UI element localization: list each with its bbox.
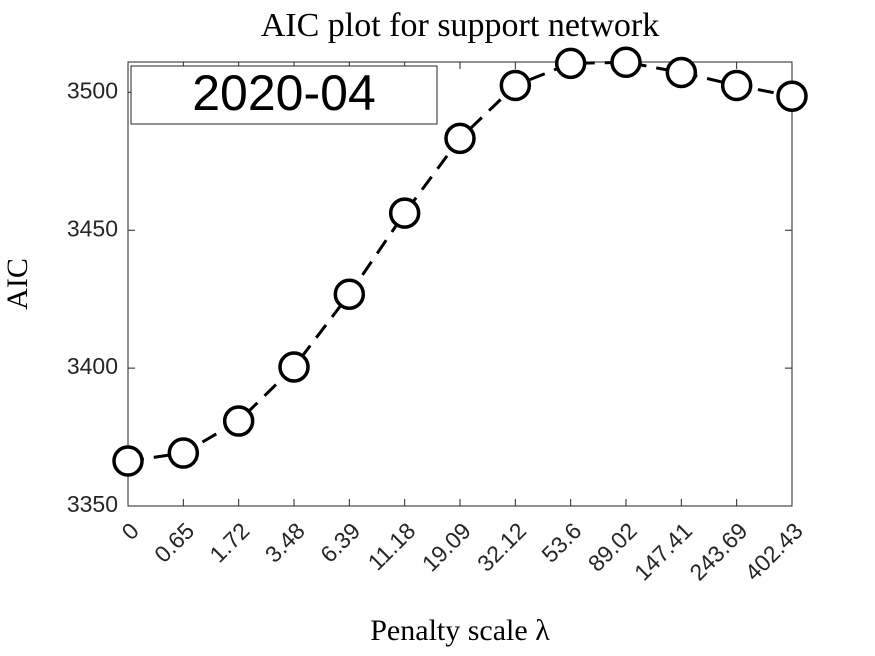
y-tick-label: 3450: [67, 215, 118, 241]
y-axis-label: AIC: [1, 258, 34, 310]
data-point: [278, 351, 310, 383]
x-tick-label: 32.12: [472, 517, 531, 576]
x-tick-label: 11.18: [363, 517, 421, 575]
data-point: [112, 445, 144, 477]
x-tick-label: 147.41: [629, 517, 697, 585]
data-point: [554, 47, 587, 80]
data-point: [444, 122, 476, 155]
x-tick-label: 19.09: [417, 517, 476, 576]
data-point: [776, 80, 808, 112]
data-point: [222, 405, 255, 437]
annotation: 2020-04: [192, 65, 376, 121]
y-tick-label: 3350: [67, 491, 118, 517]
x-tick-label: 243.69: [684, 517, 752, 585]
x-tick-label: 6.39: [315, 517, 365, 567]
data-point: [665, 56, 698, 89]
data-point: [333, 278, 366, 310]
data-point: [499, 69, 532, 102]
data-point: [388, 197, 421, 229]
data-point: [167, 437, 200, 469]
y-tick-label: 3400: [67, 353, 118, 379]
chart-title: AIC plot for support network: [261, 7, 660, 44]
x-tick-label: 0: [116, 517, 143, 544]
data-point: [610, 46, 642, 79]
x-tick-label: 1.72: [204, 517, 254, 567]
x-tick-label: 53.6: [536, 517, 586, 567]
y-tick-label: 3500: [67, 77, 118, 103]
x-tick-label: 3.48: [260, 517, 310, 567]
x-axis-label: Penalty scale λ: [370, 614, 550, 647]
x-tick-label: 0.65: [149, 517, 199, 567]
data-point: [720, 69, 753, 102]
annotation-box: [130, 65, 438, 125]
x-tick-label: 402.43: [740, 517, 808, 585]
